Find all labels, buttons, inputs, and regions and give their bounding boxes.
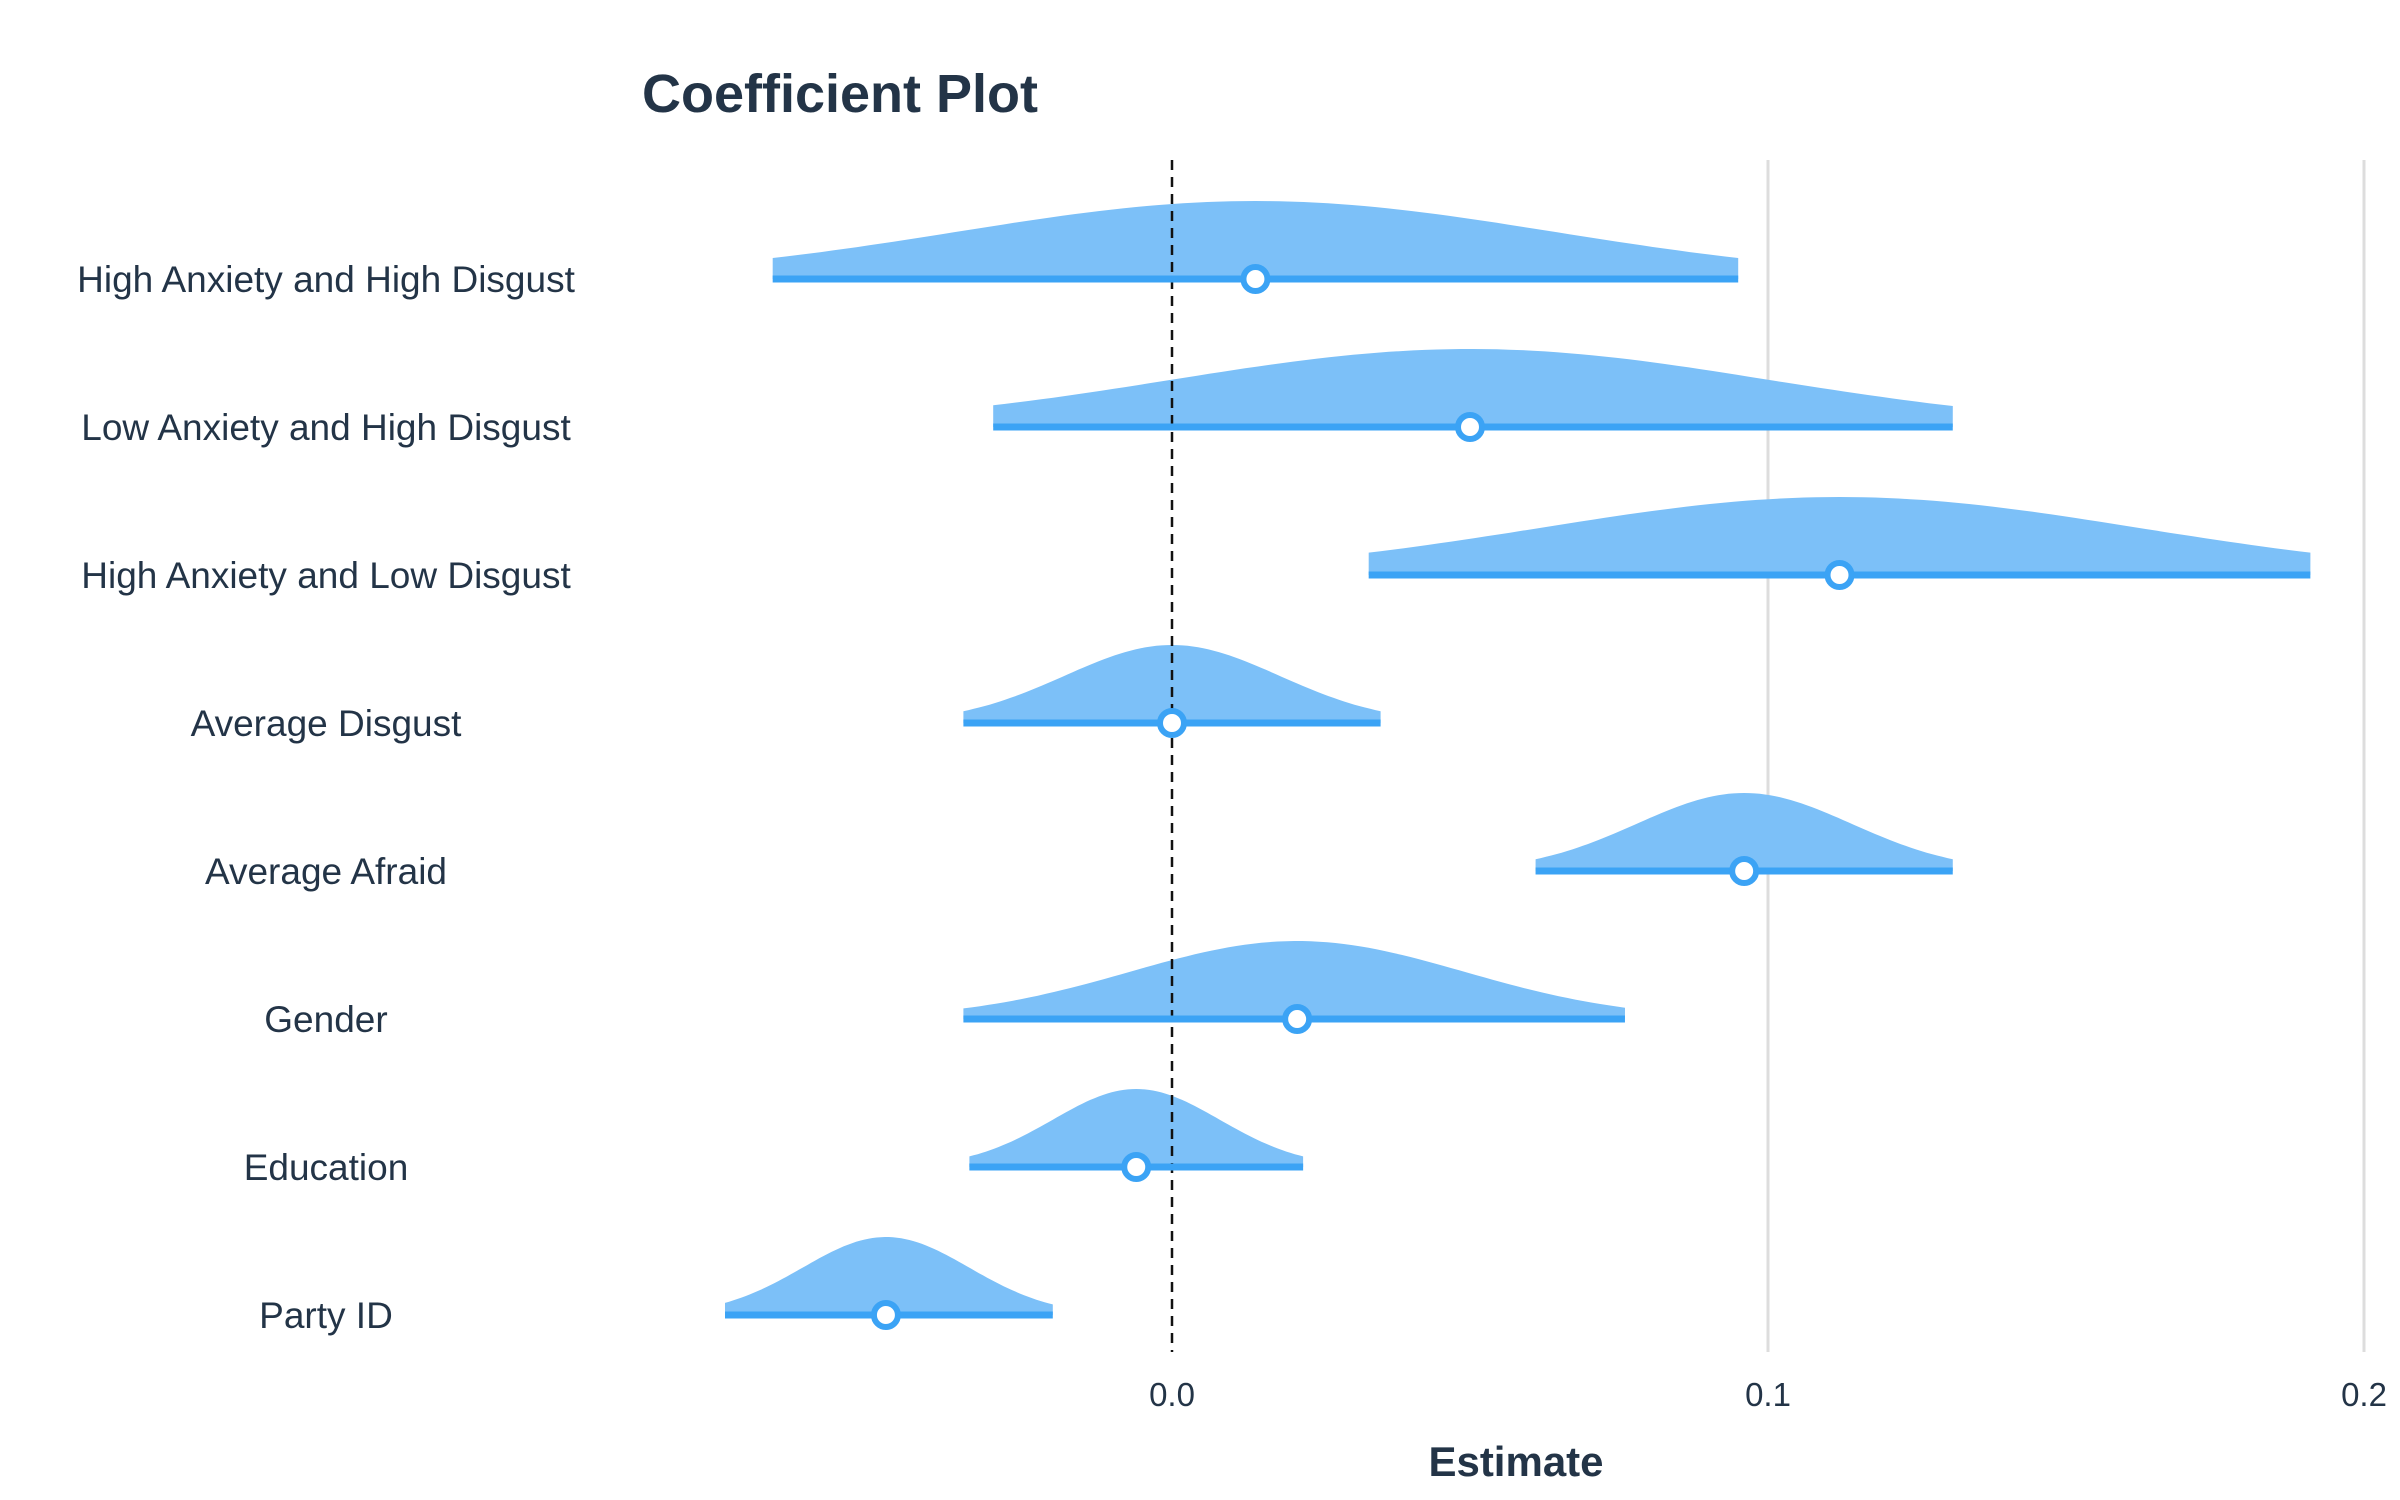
term-label-2: High Anxiety and Low Disgust xyxy=(81,555,571,596)
x-tick-label-1: 0.1 xyxy=(1745,1376,1791,1413)
estimate-point-2 xyxy=(1824,560,1855,590)
term-label-3: Average Disgust xyxy=(191,703,463,744)
estimate-point-1 xyxy=(1455,412,1485,442)
violins xyxy=(725,201,2311,1315)
x-tick-labels: 0.0 0.1 0.2 xyxy=(1149,1376,2387,1413)
x-tick-label-0: 0.0 xyxy=(1149,1376,1195,1413)
term-label-4: Average Afraid xyxy=(205,851,447,892)
chart-title: Coefficient Plot xyxy=(642,64,1038,124)
violin-6 xyxy=(969,1089,1304,1167)
estimate-point-5 xyxy=(1282,1004,1313,1034)
estimate-point-7 xyxy=(870,1300,901,1330)
estimate-point-6 xyxy=(1121,1152,1152,1182)
violin-7 xyxy=(725,1237,1053,1315)
confidence-intervals xyxy=(725,275,2311,1319)
term-label-1: Low Anxiety and High Disgust xyxy=(81,407,571,448)
violin-4 xyxy=(1535,793,1953,871)
term-labels: High Anxiety and High Disgust Low Anxiety… xyxy=(77,259,575,1336)
violin-0 xyxy=(772,201,1739,279)
term-label-6: Education xyxy=(244,1147,409,1188)
violin-5 xyxy=(963,941,1625,1019)
x-tick-label-2: 0.2 xyxy=(2341,1376,2387,1413)
estimate-point-3 xyxy=(1157,708,1187,738)
term-label-0: High Anxiety and High Disgust xyxy=(77,259,575,300)
estimate-points xyxy=(870,264,1855,1330)
violin-3 xyxy=(963,645,1381,723)
estimate-point-4 xyxy=(1729,856,1760,886)
violin-2 xyxy=(1368,497,2311,575)
x-axis-label: Estimate xyxy=(1428,1438,1603,1485)
violin-1 xyxy=(993,349,1953,427)
term-label-7: Party ID xyxy=(259,1295,393,1336)
term-label-5: Gender xyxy=(264,999,387,1040)
estimate-point-0 xyxy=(1240,264,1271,294)
grid-lines xyxy=(1766,160,2366,1352)
